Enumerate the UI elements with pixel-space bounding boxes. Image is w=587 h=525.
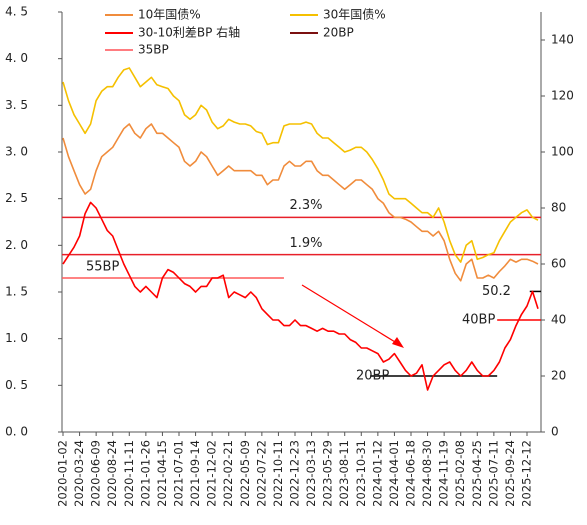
y-tick-label: 2. 5 (5, 191, 28, 205)
y2-tick-label: 40 (551, 313, 566, 327)
y2-tick-label: 20 (551, 369, 566, 383)
x-tick-label: 2020-08-24 (105, 440, 119, 507)
y2-tick-label: 140 (551, 33, 574, 47)
x-tick-label: 2021-01-26 (138, 440, 152, 507)
reference-label: 1.9% (289, 236, 322, 251)
x-tick-label: 2022-05-09 (238, 440, 252, 507)
x-tick-label: 2023-10-31 (354, 440, 368, 507)
legend-label: 35BP (138, 43, 169, 57)
y-tick-label: 4. 5 (5, 5, 28, 19)
x-tick-label: 2022-10-11 (271, 440, 285, 507)
x-tick-label: 2025-12-12 (520, 440, 534, 507)
x-tick-label: 2023-08-11 (337, 440, 351, 507)
x-tick-label: 2025-04-25 (470, 440, 484, 507)
x-tick-label: 2025-07-11 (486, 440, 500, 507)
x-tick-label: 2024-06-18 (404, 440, 418, 507)
series-line (62, 67, 539, 263)
x-tick-label: 2023-05-29 (321, 440, 335, 507)
x-tick-label: 2021-04-15 (155, 440, 169, 507)
x-tick-label: 2024-01-12 (370, 440, 384, 507)
trend-arrow (301, 284, 401, 346)
y2-tick-label: 100 (551, 145, 574, 159)
x-tick-label: 2023-03-13 (304, 440, 318, 507)
y2-tick-label: 80 (551, 201, 566, 215)
y-tick-label: 1. 0 (5, 331, 28, 345)
x-tick-label: 2022-02-21 (221, 440, 235, 507)
reference-label: 40BP (462, 313, 495, 328)
reference-label: 50.2 (482, 284, 511, 299)
series-line (62, 201, 539, 391)
y-tick-label: 2. 0 (5, 238, 28, 252)
arrow-head (392, 337, 404, 348)
legend-label: 30-10利差BP 右轴 (138, 25, 240, 40)
reference-label: 55BP (86, 260, 119, 275)
x-tick-label: 2024-08-30 (420, 440, 434, 507)
x-tick-label: 2024-11-19 (437, 440, 451, 507)
x-tick-label: 2022-07-22 (254, 440, 268, 507)
legend-label: 30年国债% (323, 8, 386, 22)
y-tick-label: 4. 0 (5, 51, 28, 65)
y-tick-label: 3. 5 (5, 98, 28, 112)
y2-tick-label: 0 (551, 425, 559, 439)
y-tick-label: 0. 5 (5, 378, 28, 392)
legend-label: 20BP (323, 26, 354, 40)
x-tick-label: 2020-03-24 (72, 440, 86, 507)
x-tick-label: 2021-09-14 (188, 440, 202, 507)
y-tick-label: 0. 0 (5, 425, 28, 439)
y-tick-label: 1. 5 (5, 285, 28, 299)
series-line (62, 123, 539, 282)
reference-label: 20BP (356, 369, 389, 384)
x-tick-label: 2020-01-02 (56, 440, 70, 507)
x-tick-label: 2021-12-02 (205, 440, 219, 507)
x-tick-label: 2022-12-23 (288, 440, 302, 507)
x-tick-label: 2025-09-24 (503, 440, 517, 507)
y2-tick-label: 60 (551, 257, 566, 271)
reference-label: 2.3% (289, 198, 322, 213)
legend-label: 10年国债% (138, 8, 201, 22)
x-tick-label: 2020-11-11 (122, 440, 136, 507)
y-tick-label: 3. 0 (5, 145, 28, 159)
x-tick-label: 2025-02-08 (453, 440, 467, 507)
y2-tick-label: 120 (551, 89, 574, 103)
x-tick-label: 2024-04-01 (387, 440, 401, 507)
x-tick-label: 2021-07-01 (172, 440, 186, 507)
x-tick-label: 2020-06-09 (89, 440, 103, 507)
